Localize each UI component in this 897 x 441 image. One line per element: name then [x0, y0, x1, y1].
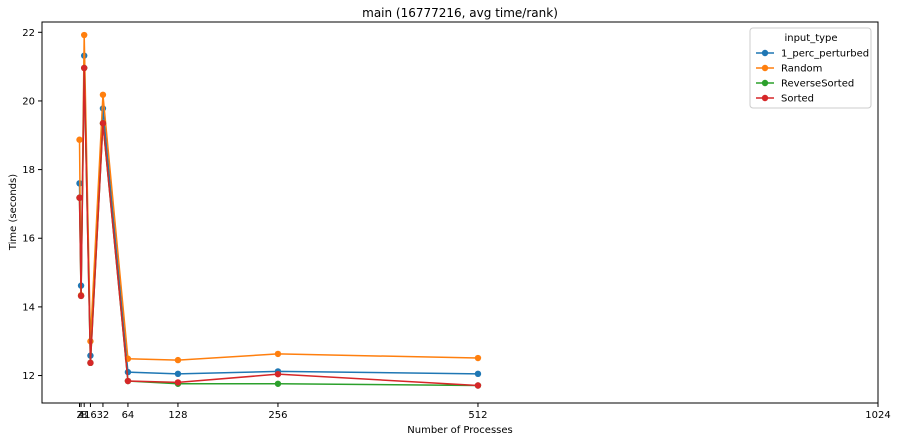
legend: input_type 1_perc_perturbed Random Reverse…: [749, 27, 872, 109]
data-point: [174, 356, 182, 364]
data-point: [274, 350, 282, 358]
x-tick-label: 32: [97, 410, 110, 421]
data-point: [77, 292, 85, 300]
data-point: [274, 370, 282, 378]
data-point: [474, 370, 482, 378]
legend-label: Sorted: [781, 94, 814, 105]
data-point: [99, 91, 107, 98]
data-point: [76, 136, 83, 143]
legend-marker: [761, 94, 769, 102]
legend-marker: [761, 79, 769, 87]
data-point: [274, 380, 282, 387]
y-tick-label: 14: [22, 302, 35, 313]
legend-label: Random: [781, 64, 822, 75]
series-layer: [76, 31, 482, 389]
y-axis-label: Time (seconds): [8, 174, 19, 251]
data-point: [174, 370, 182, 378]
y-tick-label: 12: [22, 371, 35, 382]
chart-title: main (16777216, avg time/rank): [362, 6, 558, 20]
data-point: [76, 194, 83, 201]
legend-box: [749, 27, 872, 109]
plot-area: [41, 21, 879, 404]
legend-marker: [761, 49, 769, 57]
data-point: [80, 31, 88, 39]
x-tick-label: 1024: [865, 410, 890, 421]
legend-marker: [761, 64, 769, 72]
data-point: [99, 120, 107, 127]
x-tick-label: 2: [76, 410, 82, 421]
data-point: [474, 382, 482, 389]
y-tick-label: 22: [22, 28, 35, 39]
legend-title: input_type: [784, 33, 837, 44]
x-tick-label: 8: [81, 410, 87, 421]
y-tick-label: 18: [22, 165, 35, 176]
legend-label: 1_perc_perturbed: [781, 49, 869, 60]
data-point: [124, 377, 132, 385]
y-tick-label: 20: [22, 96, 35, 107]
data-point: [474, 354, 482, 362]
data-point: [80, 64, 88, 72]
legend-label: ReverseSorted: [781, 79, 854, 90]
data-point: [87, 359, 94, 367]
y-axis: 12 14 16 18 20 22: [22, 28, 42, 382]
x-tick-label: 512: [468, 410, 487, 421]
y-tick-label: 16: [22, 234, 35, 245]
x-tick-label: 128: [168, 410, 187, 421]
x-tick-label: 4: [78, 410, 84, 421]
x-tick-label: 16: [84, 410, 97, 421]
x-tick-label: 256: [268, 410, 287, 421]
x-axis-label: Number of Processes: [407, 425, 512, 436]
data-point: [174, 379, 182, 386]
x-tick-label: 64: [122, 410, 135, 421]
